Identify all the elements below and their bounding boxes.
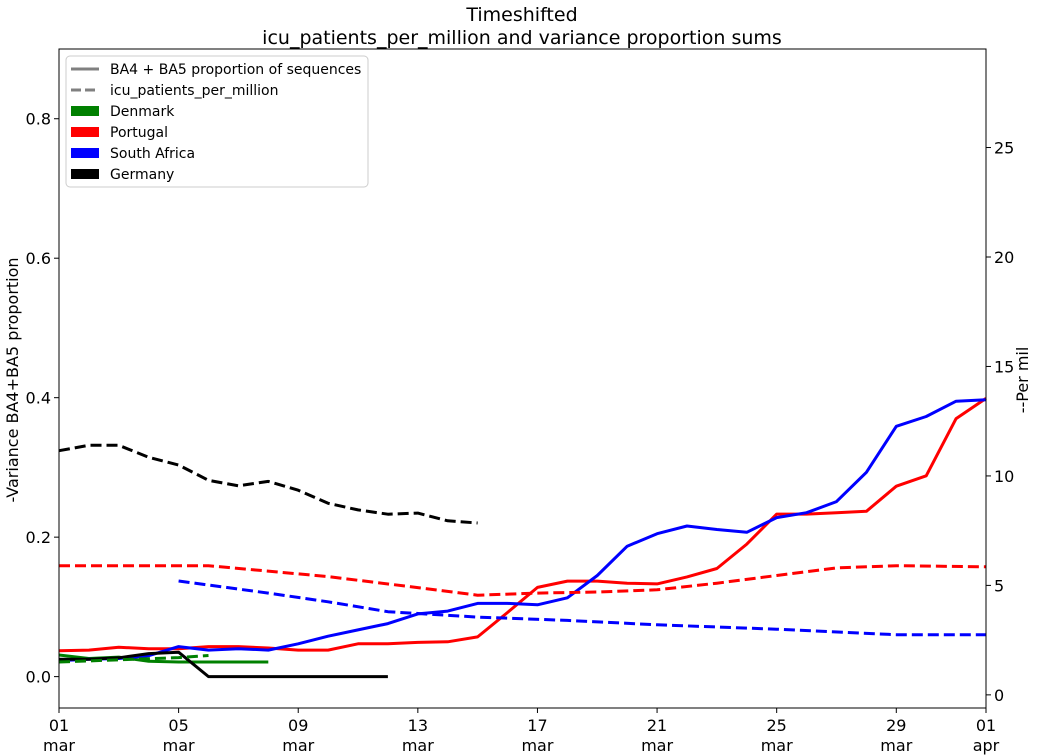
legend-item-south-africa: South Africa xyxy=(71,146,195,162)
legend-item-germany: Germany xyxy=(71,167,174,183)
legend-item-portugal: Portugal xyxy=(71,125,168,141)
x-tick-label: 09 xyxy=(288,716,308,735)
x-tick-label-month: apr xyxy=(973,736,1000,755)
right-y-tick-label: 10 xyxy=(994,467,1014,486)
x-axis: 01mar05mar09mar13mar17mar21mar25mar29mar… xyxy=(43,708,1000,755)
right-y-axis-label: --Per mil xyxy=(1013,347,1032,414)
right-y-tick-label: 0 xyxy=(994,686,1004,705)
series-line-portugal-proportion xyxy=(58,397,987,653)
legend-swatch xyxy=(71,106,99,116)
legend-item-denmark: Denmark xyxy=(71,104,175,120)
x-tick-label: 13 xyxy=(408,716,428,735)
x-tick-label-month: mar xyxy=(163,736,195,755)
left-y-tick-label: 0.6 xyxy=(26,249,51,268)
chart-title: Timeshifted icu_patients_per_million and… xyxy=(262,4,782,49)
legend-label: Germany xyxy=(110,167,174,183)
legend-label: BA4 + BA5 proportion of sequences xyxy=(110,62,361,78)
legend-label: South Africa xyxy=(110,146,195,162)
left-y-tick-label: 0.2 xyxy=(26,528,51,547)
right-y-tick-label: 20 xyxy=(994,248,1014,267)
series-line-germany-proportion xyxy=(59,650,388,679)
legend-label: icu_patients_per_million xyxy=(110,83,278,99)
x-tick-label-month: mar xyxy=(641,736,673,755)
left-y-tick-label: 0.0 xyxy=(26,668,51,687)
left-y-axis: 0.0 0.2 0.4 0.6 0.8 xyxy=(26,110,59,687)
x-tick-label-month: mar xyxy=(43,736,75,755)
left-y-tick-label: 0.4 xyxy=(26,389,51,408)
x-tick-label-month: mar xyxy=(761,736,793,755)
legend-item-ba4-ba5-proportion-of-sequences: BA4 + BA5 proportion of sequences xyxy=(71,62,361,78)
x-tick-label-month: mar xyxy=(521,736,553,755)
legend-swatch xyxy=(71,127,99,137)
legend: BA4 + BA5 proportion of sequences icu_pat… xyxy=(65,55,369,188)
left-y-tick-label: 0.8 xyxy=(26,110,51,129)
x-tick-label-month: mar xyxy=(402,736,434,755)
x-tick-label-month: mar xyxy=(880,736,912,755)
x-tick-label: 01 xyxy=(49,716,69,735)
x-tick-label-month: mar xyxy=(282,736,314,755)
legend-swatch xyxy=(71,169,99,179)
series-line-denmark-icu-per-million xyxy=(58,654,209,664)
legend-box xyxy=(65,55,369,188)
x-tick-label: 29 xyxy=(886,716,906,735)
series-line-germany-icu-per-million xyxy=(58,443,478,525)
chart-title-line-2: icu_patients_per_million and variance pr… xyxy=(262,27,782,49)
left-y-axis-label: -Variance BA4+BA5 proportion xyxy=(3,257,22,502)
legend-item-icu-patients-per-million: icu_patients_per_million xyxy=(71,83,278,99)
series-line-portugal-icu-per-million xyxy=(59,564,987,597)
legend-label: Portugal xyxy=(110,125,168,141)
plot-frame xyxy=(58,48,987,709)
right-y-axis: 0 5 10 15 20 25 xyxy=(986,139,1014,705)
right-y-tick-label: 5 xyxy=(994,576,1004,595)
plot-series xyxy=(58,397,987,679)
right-y-tick-label: 15 xyxy=(994,357,1014,376)
x-tick-label: 05 xyxy=(168,716,188,735)
series-line-south-africa-proportion xyxy=(58,398,987,663)
chart-title-line-1: Timeshifted xyxy=(465,4,577,26)
legend-swatch xyxy=(71,148,99,158)
x-tick-label: 25 xyxy=(766,716,786,735)
right-y-tick-label: 25 xyxy=(994,139,1014,158)
x-tick-label: 17 xyxy=(527,716,547,735)
series-line-south-africa-icu-per-million xyxy=(178,579,986,637)
x-tick-label: 21 xyxy=(647,716,667,735)
x-tick-label: 01 xyxy=(976,716,996,735)
legend-label: Denmark xyxy=(110,104,175,120)
